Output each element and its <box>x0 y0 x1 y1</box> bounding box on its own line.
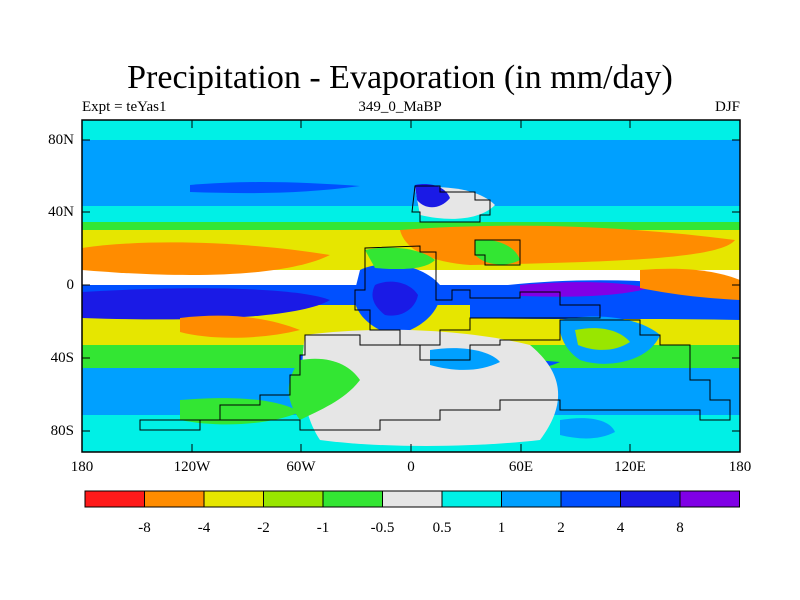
lon-label-180-west: 180 <box>70 459 94 475</box>
lon-label-60w: 60W <box>286 459 316 475</box>
colorbar-box-3 <box>203 490 264 508</box>
north-pacific-dry <box>82 242 330 275</box>
lat-label-40s: 40S <box>50 350 74 366</box>
north-storm-track <box>82 157 420 200</box>
colorbar-label: -2 <box>257 520 270 536</box>
lon-label-120w: 120W <box>173 459 211 475</box>
colorbar-label: 1 <box>497 520 506 536</box>
colorbar-label: -8 <box>138 520 151 536</box>
colorbar-box-7 <box>441 490 502 508</box>
colorbar-label: -0.5 <box>370 520 395 536</box>
coastlines <box>139 185 731 431</box>
lat-label-80n: 80N <box>48 132 74 148</box>
asia-green <box>475 239 520 265</box>
colorbar-box-9 <box>560 490 621 508</box>
lon-label-60e: 60E <box>508 459 534 475</box>
lon-label-0: 0 <box>407 459 415 475</box>
map-title: Precipitation - Evaporation (in mm/day) <box>127 59 673 96</box>
lat-label-40n: 40N <box>48 204 74 220</box>
colorbar-label: -4 <box>197 520 211 536</box>
colorbar-box-8 <box>501 490 562 508</box>
colorbar-box-5 <box>322 490 383 508</box>
east-pacific-dry <box>640 268 740 300</box>
south-dry-tongue <box>180 315 300 338</box>
colorbar-label: 4 <box>616 520 625 536</box>
colorbar-label: 2 <box>557 520 565 536</box>
lon-label-180-east: 180 <box>728 459 752 475</box>
colorbar-label: 8 <box>676 520 684 536</box>
colorbar <box>84 490 740 508</box>
continent-green <box>365 247 435 270</box>
colorbar-box-11 <box>679 490 740 508</box>
colorbar-label: -1 <box>316 520 330 536</box>
north-wet-streak <box>190 182 360 194</box>
colorbar-box-10 <box>620 490 681 508</box>
lat-ticks <box>82 139 740 432</box>
period-label: 349_0_MaBP <box>358 99 442 115</box>
colorbar-box-6 <box>382 490 443 508</box>
lon-label-120e: 120E <box>614 459 646 475</box>
colorbar-box-1 <box>84 490 145 508</box>
main-continent-outline <box>354 245 601 346</box>
experiment-label: Expt = teYas1 <box>82 99 167 115</box>
northern-continent-outline <box>411 185 491 223</box>
itcz-wet <box>82 288 330 320</box>
southern-continent-outline <box>139 319 731 431</box>
lat-label-0: 0 <box>66 277 75 293</box>
season-label: DJF <box>714 99 740 115</box>
field-layer <box>82 120 740 452</box>
south-far-wet <box>560 418 615 439</box>
south-antarctic-green <box>180 398 300 425</box>
asia-east-outline <box>474 239 521 266</box>
colorbar-label: 0.5 <box>432 520 452 536</box>
colorbar-box-2 <box>144 490 205 508</box>
southern-land-wet-patch <box>430 348 500 370</box>
extreme-wet-core <box>520 282 650 297</box>
colorbar-box-4 <box>263 490 324 508</box>
east-land-green <box>575 328 630 350</box>
southern-land-green <box>288 358 360 420</box>
lat-label-80s: 80S <box>50 423 74 439</box>
northern-land-wet <box>415 184 450 208</box>
continent-core-extreme <box>372 281 418 316</box>
lon-ticks <box>81 120 741 452</box>
